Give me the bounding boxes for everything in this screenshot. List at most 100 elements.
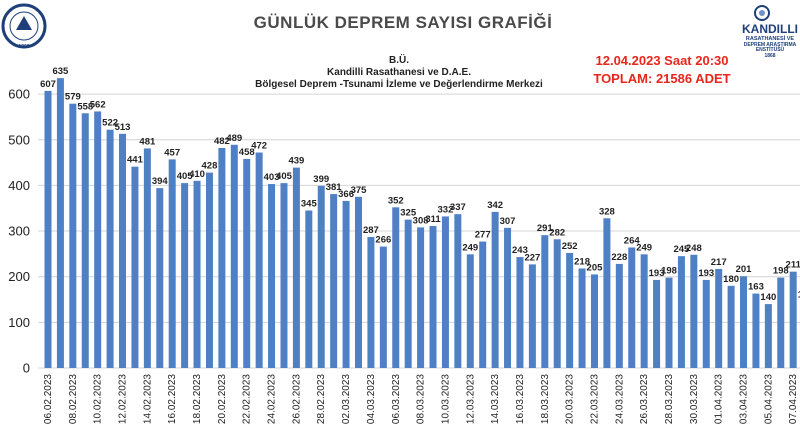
data-label: 522 [102,118,118,129]
bar [330,194,338,368]
kandilli-logo-line2: DEPREM ARAŞTIRMA [744,42,797,48]
bar [603,218,611,368]
data-label: 282 [549,227,565,238]
x-tick-label: 22.02.2023 [242,374,253,424]
data-label: 291 [537,223,554,234]
bar [268,184,276,368]
data-label: 243 [512,245,528,256]
bar [367,236,375,368]
bar [156,188,164,368]
bar [143,148,151,368]
data-label: 201 [736,264,753,275]
y-tick-label: 400 [8,178,30,193]
data-label: 163 [748,282,764,293]
data-label: 375 [351,185,368,196]
bar [578,268,586,368]
data-label: 193 [649,268,665,279]
bar [789,271,797,368]
university-seal-logo: 1863 [1,3,47,50]
data-label: 264 [624,235,641,246]
data-label: 403 [264,172,280,183]
bar [429,226,437,368]
x-tick-label: 22.03.2023 [589,374,600,424]
org-line-1: B.Ü. [389,53,409,66]
x-tick-label: 24.02.2023 [267,374,278,424]
bar [94,111,102,369]
y-tick-label: 200 [8,269,30,284]
bar [715,268,723,368]
bar [305,210,313,368]
x-tick-label: 14.02.2023 [142,374,153,424]
x-tick-label: 20.03.2023 [565,374,576,424]
bar [566,252,574,368]
data-label: 217 [711,257,727,268]
bar [193,180,201,368]
x-tick-label: 14.03.2023 [490,374,501,424]
data-label: 146 [798,289,800,300]
y-tick-label: 0 [23,361,30,376]
data-label: 345 [301,199,318,210]
chart-title: GÜNLÜK DEPREM SAYISI GRAFİĞİ [254,13,553,32]
org-line-3: Bölgesel Deprem -Tsunami İzleme ve Değer… [255,77,543,90]
x-tick-label: 20.02.2023 [217,374,228,424]
x-tick-label: 10.02.2023 [93,374,104,424]
x-tick-label: 12.02.2023 [118,374,129,424]
x-tick-label: 16.02.2023 [167,374,178,424]
data-label: 366 [338,189,354,200]
data-label: 381 [326,182,343,193]
x-tick-label: 01.04.2023 [714,374,725,424]
bar [379,246,387,368]
data-label: 252 [562,241,578,252]
data-label: 248 [686,243,702,254]
data-label: 439 [288,156,304,167]
data-label: 307 [500,216,516,227]
bar [504,227,512,368]
data-label: 635 [52,66,69,77]
data-label: 311 [425,214,441,225]
x-tick-label: 06.03.2023 [391,374,402,424]
data-label: 228 [611,252,627,263]
x-tick-label: 30.03.2023 [689,374,700,424]
x-tick-label: 18.02.2023 [192,374,203,424]
bar [528,264,536,368]
bar [727,285,735,368]
bar [640,254,648,368]
data-label: 399 [313,174,329,185]
bar [342,200,350,368]
data-label: 352 [388,195,404,206]
bar [280,183,288,368]
bar [131,166,139,368]
x-tick-label: 04.03.2023 [366,374,377,424]
bar [81,113,89,368]
bar [106,129,114,368]
bar [168,159,176,368]
bar [205,172,213,368]
data-label: 205 [587,262,604,273]
data-label: 218 [574,256,590,267]
y-tick-label: 300 [8,224,30,239]
kandilli-logo-year: 1868 [764,53,775,59]
bar [541,235,549,368]
bar [218,147,226,368]
bar [665,277,673,368]
x-tick-label: 16.03.2023 [515,374,526,424]
data-label: 405 [276,171,293,182]
data-label: 342 [487,200,503,211]
bar [454,214,462,368]
bar [764,304,772,368]
bar [677,256,685,368]
data-label: 227 [524,252,540,263]
bar [653,279,661,368]
bar [417,227,425,368]
x-tick-label: 26.02.2023 [291,374,302,424]
bar [590,274,598,368]
bar [441,216,449,368]
data-label: 337 [450,202,466,213]
data-label: 394 [152,176,169,187]
bar [119,133,127,368]
bar [44,90,52,368]
data-label: 180 [723,274,739,285]
bar [491,211,499,368]
y-tick-label: 500 [8,132,30,147]
